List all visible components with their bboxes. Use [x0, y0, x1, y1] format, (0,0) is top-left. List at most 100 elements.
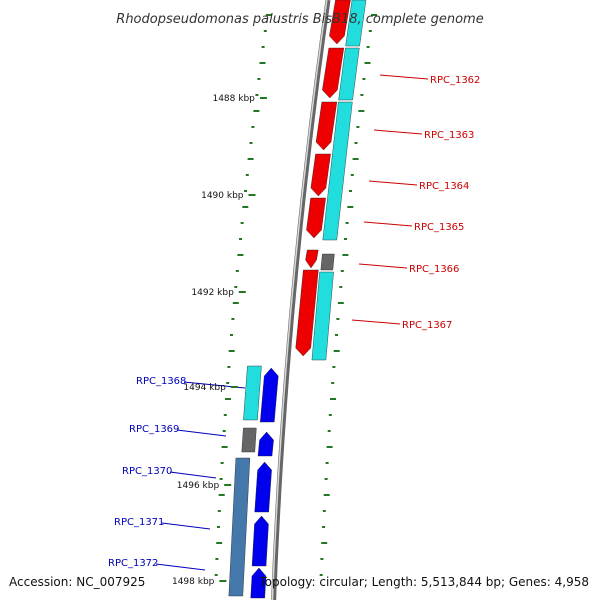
tick-mark [335, 334, 338, 336]
kbp-label: 1492 kbp [191, 288, 234, 298]
tick-mark [326, 446, 333, 448]
tick-mark [342, 254, 349, 256]
tick-mark [244, 190, 247, 192]
tick-mark [340, 270, 344, 272]
tick-mark [327, 430, 331, 432]
tick-mark [220, 462, 224, 464]
backbone-highlight [271, 0, 328, 601]
forward-gene-arrow [315, 101, 338, 151]
tick-mark [322, 510, 326, 512]
cyan-bar [243, 365, 262, 421]
tick-mark [333, 350, 340, 352]
kbp-label: 1488 kbp [212, 94, 255, 104]
tick-mark [253, 110, 260, 112]
forward-gene-label: RPC_1366 [409, 264, 459, 275]
reverse-gene-leader [161, 522, 211, 530]
forward-gene-label: RPC_1364 [419, 181, 469, 192]
forward-gene-arrow [310, 153, 331, 197]
tick-mark [324, 478, 328, 480]
tick-mark [261, 46, 265, 48]
reverse-gene-label: RPC_1368 [136, 376, 186, 387]
forward-gene-arrow [306, 197, 326, 239]
forward-gene-leader [363, 221, 413, 227]
forward-gene-arrow [305, 249, 319, 269]
reverse-gene-leader [155, 563, 206, 571]
tick-mark [228, 350, 235, 352]
tick-mark [323, 494, 330, 496]
gene-labels-layer: RPC_1362 RPC_1363 RPC_1364 RPC_1365 RPC_1366… [108, 74, 480, 571]
tick-mark [237, 254, 244, 256]
tick-mark [217, 526, 220, 528]
tick-mark [232, 302, 239, 304]
reverse-gene-arrow [257, 431, 274, 457]
reverse-gene-leader [176, 429, 227, 437]
tick-mark [216, 542, 223, 544]
tick-mark [225, 398, 231, 400]
tick-mark [218, 494, 225, 496]
gene-bars-layer [228, 0, 367, 597]
forward-gene-leader [358, 263, 408, 269]
tick-mark [354, 142, 358, 144]
reverse-gene-label: RPC_1371 [114, 517, 164, 528]
tick-mark [234, 286, 238, 288]
tick-mark [226, 382, 230, 384]
steel-bar [228, 457, 251, 597]
forward-gene-arrow [295, 269, 319, 357]
tick-mark [321, 542, 328, 544]
forward-gene-label: RPC_1367 [402, 320, 452, 331]
kbp-ticks-layer [214, 14, 377, 576]
kbp-label: 1496 kbp [177, 481, 220, 491]
reverse-gene-arrow [260, 367, 279, 423]
tick-mark [332, 366, 336, 368]
reverse-gene-arrow [250, 567, 267, 599]
cyan-bar [311, 271, 334, 361]
tick-mark [358, 110, 365, 112]
tick-mark [322, 526, 325, 528]
forward-gene-leader [373, 129, 423, 135]
tick-mark [319, 574, 323, 576]
kbp-label: 1498 kbp [172, 577, 215, 587]
tick-mark [227, 366, 231, 368]
topology-text: Topology: circular; Length: 5,513,844 bp… [258, 575, 589, 589]
tick-mark [259, 62, 266, 64]
tick-mark [249, 142, 253, 144]
tick-mark [368, 30, 372, 32]
forward-gene-arrow [322, 47, 345, 99]
tick-mark [231, 318, 235, 320]
reverse-gene-arrow [254, 461, 272, 513]
tick-mark [345, 222, 349, 224]
reverse-gene-label: RPC_1370 [122, 466, 172, 477]
reverse-gene-leader [169, 471, 217, 479]
gene-arrows-layer [250, 0, 351, 599]
tick-mark [320, 558, 324, 560]
tick-mark [257, 78, 261, 80]
reverse-gene-label: RPC_1369 [129, 424, 179, 435]
forward-gene-label: RPC_1363 [424, 130, 474, 141]
forward-gene-leader [379, 74, 429, 80]
gray-gene-block [320, 253, 335, 271]
tick-mark [251, 126, 255, 128]
tick-mark [230, 334, 233, 336]
kbp-tick [259, 97, 267, 99]
forward-gene-leader [368, 180, 418, 186]
tick-mark [222, 430, 226, 432]
tick-mark [366, 46, 370, 48]
genome-title: Rhodopseudomonas palustris BisB18, compl… [116, 12, 483, 27]
tick-mark [364, 62, 371, 64]
forward-gene-leader [351, 319, 401, 325]
tick-mark [235, 270, 239, 272]
tick-mark [215, 558, 219, 560]
tick-mark [214, 574, 218, 576]
tick-mark [247, 158, 254, 160]
tick-mark [331, 382, 335, 384]
tick-mark [221, 446, 228, 448]
kbp-labels-layer: 1488 kbp 1490 kbp 1492 kbp 1494 kbp 1496 kbp… [172, 94, 267, 587]
tick-mark [352, 158, 359, 160]
forward-gene-label: RPC_1365 [414, 222, 464, 233]
tick-mark [330, 398, 336, 400]
tick-mark [217, 510, 221, 512]
tick-mark [362, 78, 366, 80]
tick-mark [328, 414, 332, 416]
